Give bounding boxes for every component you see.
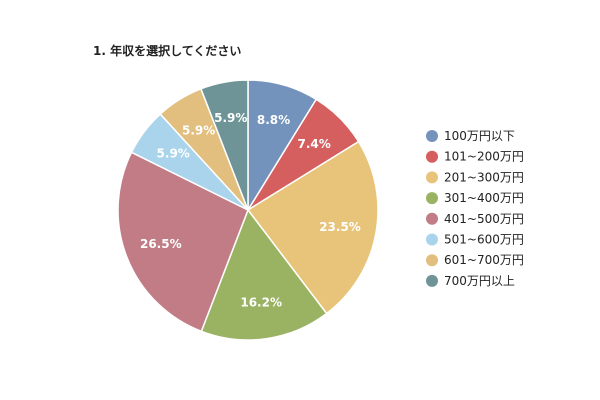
chart-title: 1. 年収を選択してください (93, 43, 241, 58)
legend-marker-3 (426, 171, 438, 184)
pie-slice-3 (246, 140, 379, 315)
slice-label-6: 5.9% (157, 147, 190, 161)
legend-label-6: 501~600万円 (444, 233, 524, 247)
pie-slice-5 (117, 151, 249, 333)
legend-marker-7 (426, 254, 438, 267)
pie-slices (117, 79, 379, 341)
slice-label-3: 23.5% (319, 220, 361, 234)
legend-label-4: 301~400万円 (444, 191, 524, 205)
slice-label-2: 7.4% (297, 137, 330, 151)
legend-marker-1 (426, 130, 438, 142)
pie-slice-8 (199, 79, 249, 211)
legend: 100万円以下 101~200万円 201~300万円 301~400万円 401~50… (426, 129, 524, 288)
pie-slice-labels: 8.8%7.4%23.5%16.2%26.5%5.9%5.9%5.9% (140, 111, 361, 310)
legend-marker-5 (426, 212, 438, 225)
legend-marker-8 (426, 274, 438, 287)
legend-label-5: 401~500万円 (444, 212, 524, 226)
slice-label-1: 8.8% (257, 113, 290, 127)
legend-label-1: 100万円以下 (444, 129, 515, 143)
slice-label-5: 26.5% (140, 237, 182, 251)
slice-label-7: 5.9% (182, 123, 215, 137)
pie-slice-4 (200, 208, 328, 341)
legend-marker-6 (426, 233, 438, 246)
legend-label-7: 601~700万円 (444, 253, 524, 267)
legend-label-3: 201~300万円 (444, 170, 524, 184)
legend-marker-4 (426, 192, 438, 205)
legend-label-8: 700万円以上 (444, 274, 515, 288)
slice-label-8: 5.9% (214, 111, 247, 125)
legend-marker-2 (426, 150, 438, 163)
legend-label-2: 101~200万円 (444, 150, 524, 164)
slice-label-4: 16.2% (240, 296, 282, 310)
